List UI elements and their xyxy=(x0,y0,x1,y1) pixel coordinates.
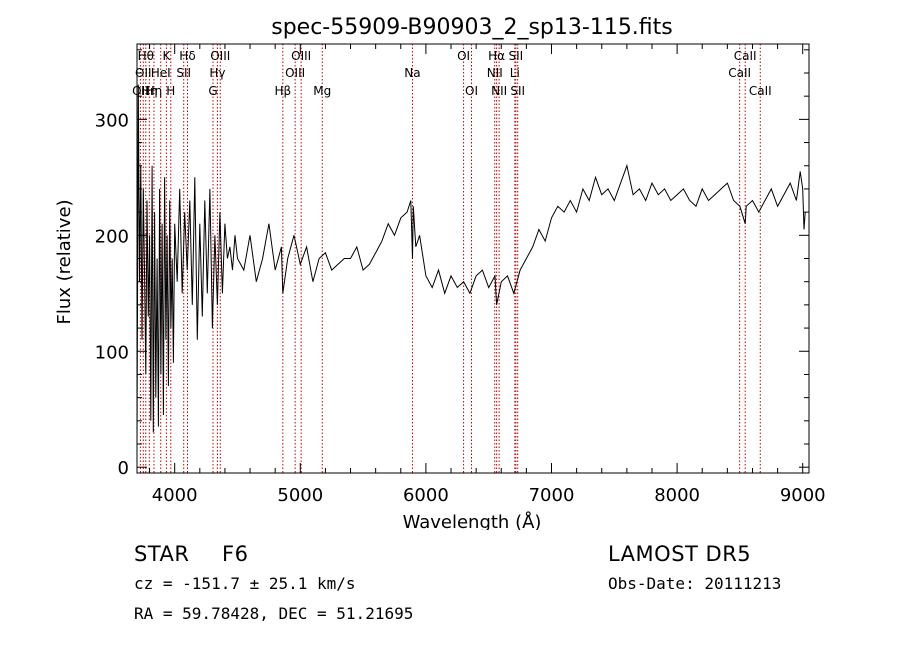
x-axis: 4000 5000 6000 7000 8000 9000 xyxy=(149,44,826,506)
line-label: OIII xyxy=(291,49,311,63)
y-tick-label: 0 xyxy=(118,458,129,479)
line-label: SII xyxy=(176,66,191,80)
line-label: Hβ xyxy=(274,84,291,98)
line-label: OI xyxy=(465,84,478,98)
line-label: CaII xyxy=(728,66,751,80)
line-label: NII xyxy=(487,66,503,80)
line-label: Hθ xyxy=(138,49,154,63)
x-tick-label: 9000 xyxy=(780,485,826,506)
line-label: CaII xyxy=(734,49,757,63)
line-label: Hα xyxy=(488,49,505,63)
line-label: K xyxy=(162,49,171,63)
x-tick-label: 8000 xyxy=(654,485,700,506)
line-label: Li xyxy=(510,66,520,80)
chart-title: spec-55909-B90903_2_sp13-115.fits xyxy=(271,15,673,40)
line-label: Hη xyxy=(146,84,163,98)
y-tick-label: 200 xyxy=(95,226,129,247)
y-axis: 0 100 200 300 xyxy=(95,49,809,479)
line-label: CaII xyxy=(749,84,772,98)
line-label: Mg xyxy=(313,84,331,98)
survey-name: LAMOST DR5 xyxy=(608,542,752,566)
y-tick-label: 300 xyxy=(95,110,129,131)
obs-date: Obs-Date: 20111213 xyxy=(608,574,782,593)
line-label: OII xyxy=(135,66,152,80)
velocity-text: cz = -151.7 ± 25.1 km/s xyxy=(134,574,356,593)
line-label: Hγ xyxy=(209,66,225,80)
y-tick-label: 100 xyxy=(95,342,129,363)
spectrum-chart: spec-55909-B90903_2_sp13-115.fits OII OII… xyxy=(54,15,826,530)
line-label: G xyxy=(208,84,217,98)
line-label: OI xyxy=(457,49,470,63)
object-subclass: F6 xyxy=(222,542,249,566)
x-tick-label: 5000 xyxy=(277,485,323,506)
x-tick-label: 6000 xyxy=(403,485,449,506)
line-label: H xyxy=(166,84,175,98)
line-label: NII xyxy=(491,84,507,98)
line-label: HeI xyxy=(151,66,171,80)
line-label: Na xyxy=(404,66,420,80)
object-class: STAR xyxy=(134,542,190,566)
line-label: OIII xyxy=(210,49,230,63)
x-tick-label: 7000 xyxy=(529,485,575,506)
line-labels: OIIOIIHθHηHηHeIKHSIIHδGHγOIIIHβOIIIOIIIM… xyxy=(132,49,772,98)
line-label: SII xyxy=(510,84,525,98)
coordinates: RA = 59.78428, DEC = 51.21695 xyxy=(134,604,414,623)
spectrum-line xyxy=(136,84,806,445)
line-label: Hη xyxy=(141,84,158,98)
line-label: OIII xyxy=(285,66,305,80)
x-tick-label: 4000 xyxy=(152,485,198,506)
line-label: SII xyxy=(508,49,523,63)
line-label: Hδ xyxy=(179,49,195,63)
line-label: OII xyxy=(132,84,149,98)
x-axis-label: Wavelength (Å) xyxy=(403,511,542,530)
y-axis-label: Flux (relative) xyxy=(54,199,75,324)
